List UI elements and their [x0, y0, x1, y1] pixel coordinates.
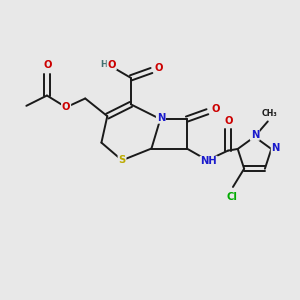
Text: Cl: Cl [226, 192, 237, 202]
Text: O: O [43, 61, 52, 70]
Text: O: O [212, 104, 220, 114]
Text: N: N [250, 130, 259, 140]
Text: NH: NH [200, 157, 217, 166]
Text: N: N [272, 143, 280, 153]
Text: O: O [224, 116, 233, 126]
Text: S: S [118, 155, 126, 165]
Text: N: N [157, 113, 165, 123]
Text: H: H [100, 60, 107, 69]
Text: O: O [107, 60, 116, 70]
Text: CH₃: CH₃ [262, 109, 278, 118]
Text: O: O [154, 63, 163, 73]
Text: O: O [62, 102, 70, 112]
